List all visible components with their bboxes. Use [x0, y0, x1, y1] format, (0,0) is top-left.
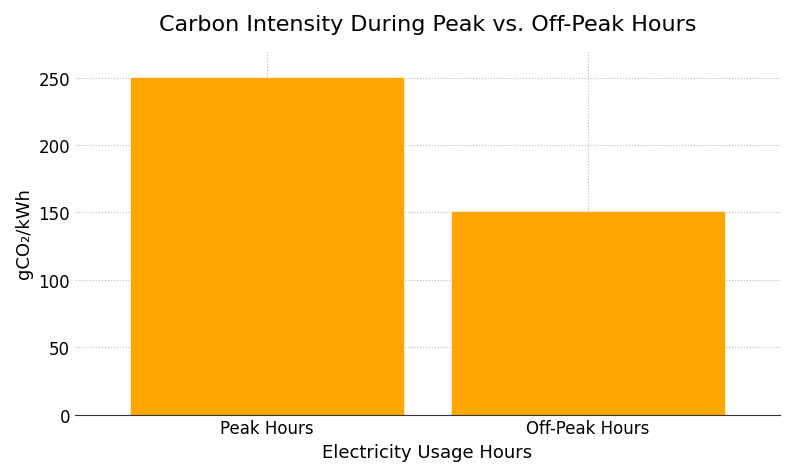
Bar — [452, 213, 724, 415]
X-axis label: Electricity Usage Hours: Electricity Usage Hours — [323, 443, 533, 461]
Title: Carbon Intensity During Peak vs. Off-Peak Hours: Carbon Intensity During Peak vs. Off-Pea… — [159, 15, 696, 35]
Bar — [131, 79, 404, 415]
Y-axis label: gCO₂/kWh: gCO₂/kWh — [15, 188, 33, 278]
